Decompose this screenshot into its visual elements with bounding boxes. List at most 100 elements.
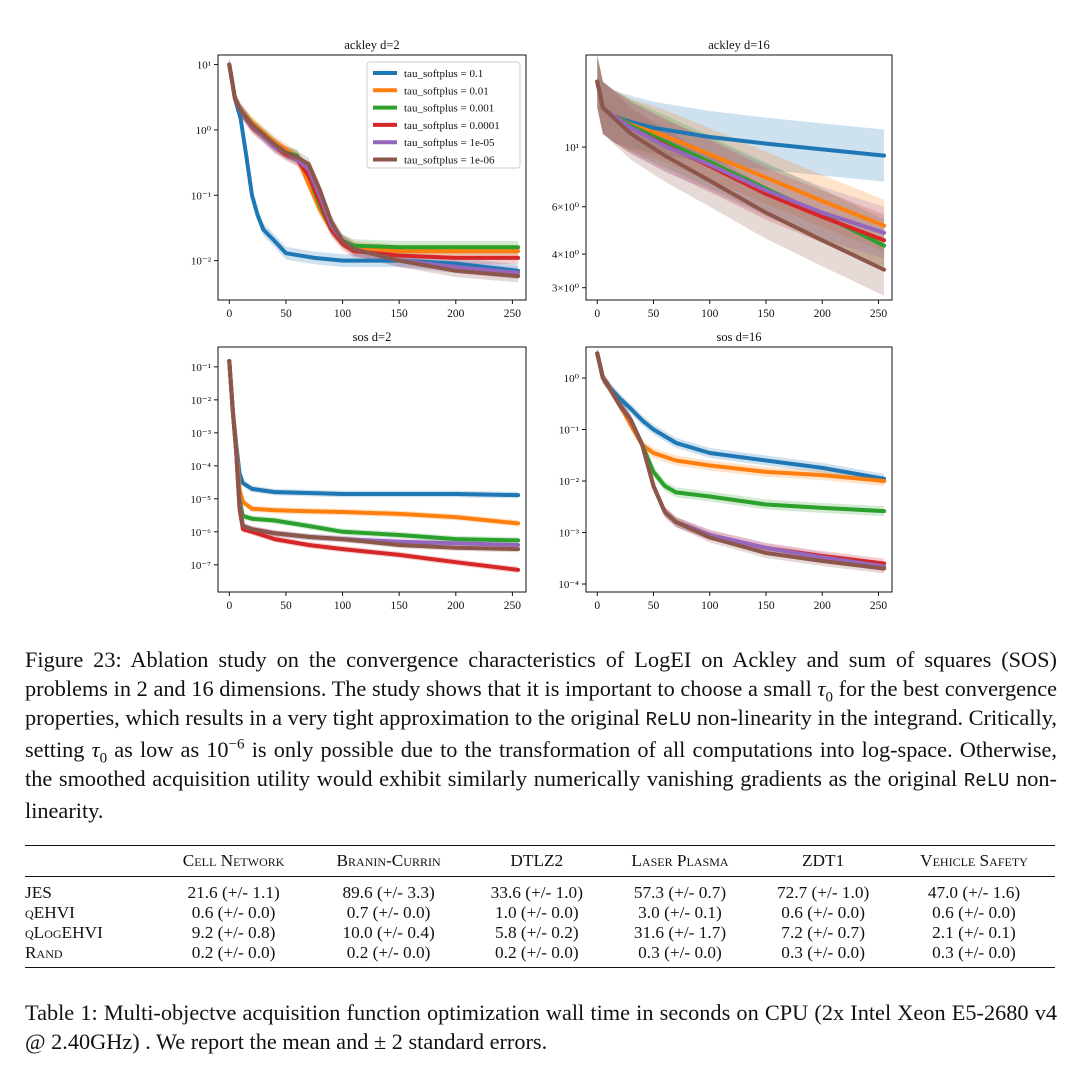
y-tick-label: 10⁻⁵ bbox=[190, 494, 211, 506]
x-tick-label: 50 bbox=[280, 600, 292, 612]
col-header: Laser Plasma bbox=[606, 845, 754, 877]
series-line bbox=[227, 359, 521, 498]
y-tick-label: 10⁻¹ bbox=[191, 362, 211, 374]
table-cell: 2.1 (+/- 0.1) bbox=[932, 923, 1016, 943]
x-tick-label: 100 bbox=[334, 600, 352, 612]
wall-time-table: Cell Network Branin-Currin DTLZ2 Laser P… bbox=[25, 845, 1055, 968]
plot-area bbox=[227, 58, 521, 283]
x-tick-label: 50 bbox=[280, 308, 292, 320]
y-tick-label: 10⁻² bbox=[191, 395, 212, 407]
chart-panel: ackley d=2 0 50 100 150 200 250 10¹ 10⁰ 10⁻¹ 10⁻² bbox=[191, 38, 527, 320]
table-cell: 0.6 (+/- 0.0) bbox=[781, 902, 865, 922]
legend-label: tau_softplus = 0.1 bbox=[404, 68, 483, 80]
table-cell: 47.0 (+/- 1.6) bbox=[927, 883, 1021, 902]
axes-frame bbox=[217, 54, 527, 301]
legend-label: tau_softplus = 0.001 bbox=[404, 103, 494, 115]
y-tick-label: 10⁻⁴ bbox=[190, 461, 211, 473]
plot-area bbox=[227, 357, 521, 574]
y-tick-label: 10⁻³ bbox=[559, 528, 580, 540]
series-line bbox=[227, 62, 521, 273]
x-tick-label: 250 bbox=[504, 308, 522, 320]
table-cell: 7.2 (+/- 0.7) bbox=[781, 923, 865, 943]
x-tick-label: 0 bbox=[226, 308, 232, 320]
col-header: Cell Network bbox=[157, 845, 311, 877]
legend-label: tau_softplus = 0.0001 bbox=[404, 120, 500, 132]
chart-title: ackley d=2 bbox=[344, 38, 399, 52]
col-header: Branin-Currin bbox=[310, 845, 467, 877]
table-cell: 0.2 (+/- 0.0) bbox=[346, 943, 431, 962]
x-tick-label: 0 bbox=[594, 600, 600, 612]
x-tick-label: 0 bbox=[594, 308, 600, 320]
x-tick-label: 200 bbox=[814, 600, 832, 612]
table-row: JES 21.6 (+/- 1.1) 89.6 (+/- 3.3) 33.6 (… bbox=[25, 877, 1055, 903]
y-tick-label: 3×10⁰ bbox=[552, 283, 580, 295]
series-line bbox=[595, 351, 887, 514]
plot-area bbox=[595, 55, 887, 296]
figure-caption: Figure 23: Ablation study on the converg… bbox=[25, 647, 1058, 823]
chart-title: sos d=2 bbox=[353, 330, 392, 344]
table-row: qEHVI 0.6 (+/- 0.0) 0.7 (+/- 0.0) 1.0 (+… bbox=[25, 902, 1055, 923]
x-tick-label: 100 bbox=[334, 308, 352, 320]
y-tick-label: 10⁻³ bbox=[191, 428, 212, 440]
series-line bbox=[595, 79, 887, 272]
y-tick-label: 6×10⁰ bbox=[552, 202, 580, 214]
series-band bbox=[229, 357, 519, 527]
relu-code: ReLU bbox=[963, 770, 1010, 792]
y-tick-label: 10⁰ bbox=[564, 373, 580, 385]
legend-label: tau_softplus = 1e-06 bbox=[404, 155, 495, 167]
table-cell: 0.6 (+/- 0.0) bbox=[191, 902, 276, 922]
method-name: JES bbox=[25, 883, 52, 902]
x-tick-label: 200 bbox=[814, 308, 832, 320]
chart-panel: sos d=16 0 50 100 150 200 250 10⁰ 10⁻¹ 10⁻² 10⁻³ 10… bbox=[558, 330, 893, 612]
y-tick-label: 10⁻¹ bbox=[191, 190, 211, 202]
plot-area bbox=[595, 348, 887, 574]
x-tick-label: 50 bbox=[648, 308, 660, 320]
x-tick-label: 100 bbox=[701, 600, 719, 612]
table-cell: 0.6 (+/- 0.0) bbox=[932, 902, 1016, 922]
table-cell: 31.6 (+/- 1.7) bbox=[633, 923, 727, 943]
series-band bbox=[229, 357, 519, 499]
legend-label: tau_softplus = 0.01 bbox=[404, 85, 489, 97]
y-tick-label: 10⁻¹ bbox=[559, 425, 579, 437]
table-cell: 9.2 (+/- 0.8) bbox=[191, 923, 276, 943]
col-header: Vehicle Safety bbox=[892, 845, 1055, 877]
table-cell: 33.6 (+/- 1.0) bbox=[490, 883, 583, 902]
y-tick-label: 10⁻⁷ bbox=[190, 560, 211, 572]
series-band bbox=[597, 55, 885, 252]
table-header-row: Cell Network Branin-Currin DTLZ2 Laser P… bbox=[25, 845, 1055, 877]
col-header: ZDT1 bbox=[753, 845, 893, 877]
chart-panel: ackley d=16 0 50 100 150 200 250 10¹ 6×10⁰ 4×10⁰ 3… bbox=[552, 38, 893, 320]
series-band bbox=[597, 55, 885, 272]
x-tick-label: 0 bbox=[226, 600, 232, 612]
axes-frame bbox=[585, 346, 893, 593]
x-tick-label: 150 bbox=[757, 308, 775, 320]
x-tick-label: 150 bbox=[757, 600, 775, 612]
y-tick-label: 10⁻⁴ bbox=[558, 579, 579, 591]
y-tick-label: 10¹ bbox=[197, 60, 211, 72]
table-cell: 0.7 (+/- 0.0) bbox=[346, 902, 431, 922]
axes-frame bbox=[585, 54, 893, 301]
table-cell: 0.2 (+/- 0.0) bbox=[191, 943, 276, 962]
x-tick-label: 250 bbox=[870, 600, 888, 612]
chart-title: sos d=16 bbox=[717, 330, 762, 344]
y-tick-label: 10⁰ bbox=[196, 125, 212, 137]
legend-label: tau_softplus = 1e-05 bbox=[404, 137, 495, 149]
x-tick-label: 250 bbox=[504, 600, 522, 612]
chart-legend: tau_softplus = 0.1 tau_softplus = 0.01 tau… bbox=[366, 61, 521, 169]
series-band bbox=[597, 348, 885, 517]
table-cell: 10.0 (+/- 0.4) bbox=[342, 923, 435, 943]
table-cell: 72.7 (+/- 1.0) bbox=[776, 883, 870, 902]
convergence-figure: ackley d=20 50 100 150 200 25010¹10⁰10⁻¹10⁻²a… bbox=[190, 38, 893, 612]
table-row: Rand 0.2 (+/- 0.0) 0.2 (+/- 0.0) 0.2 (+/… bbox=[25, 943, 1055, 968]
table-cell: 89.6 (+/- 3.3) bbox=[342, 883, 435, 902]
table-caption: Table 1: Multi-objectve acquisition func… bbox=[25, 1000, 1057, 1054]
x-tick-label: 250 bbox=[870, 308, 888, 320]
series-band bbox=[229, 58, 519, 265]
series-line bbox=[227, 359, 521, 552]
table-row: qLogEHVI 9.2 (+/- 0.8) 10.0 (+/- 0.4) 5.… bbox=[25, 923, 1055, 944]
method-name: Rand bbox=[25, 943, 63, 962]
y-tick-label: 4×10⁰ bbox=[552, 249, 580, 261]
y-tick-label: 10⁻² bbox=[559, 476, 580, 488]
method-name: qLogEHVI bbox=[25, 923, 103, 943]
x-tick-label: 100 bbox=[701, 308, 719, 320]
